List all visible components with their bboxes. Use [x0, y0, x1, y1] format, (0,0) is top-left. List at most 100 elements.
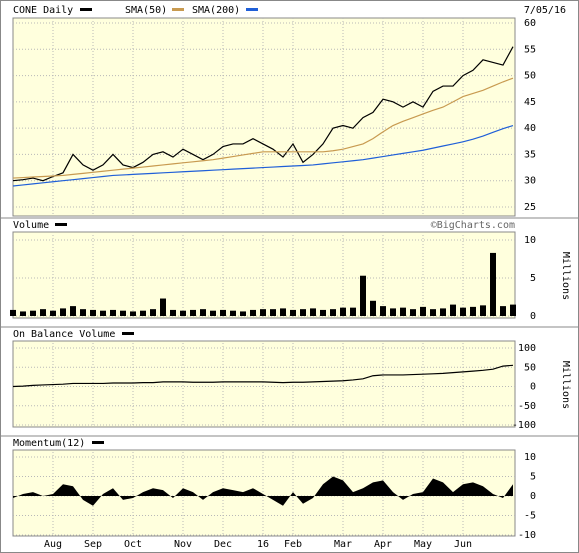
volume-bar	[320, 309, 326, 316]
y-tick-label: 30	[524, 176, 536, 187]
volume-bar	[90, 309, 96, 316]
volume-bar	[300, 309, 306, 316]
y-tick-label: -5	[524, 511, 536, 522]
x-tick-label: Aug	[44, 539, 62, 550]
y-tick-label: 10	[524, 452, 536, 463]
y-tick-label: 50	[524, 71, 536, 82]
legend-swatch	[55, 223, 67, 226]
y-tick-label: 5	[530, 273, 536, 284]
volume-bar	[400, 307, 406, 316]
volume-bar	[280, 308, 286, 316]
y-tick-label: 50	[524, 362, 536, 373]
volume-bar	[260, 309, 266, 316]
volume-bar	[40, 309, 46, 316]
volume-bar	[120, 310, 126, 316]
volume-bar	[200, 309, 206, 316]
volume-bar	[370, 300, 376, 316]
legend-swatch	[122, 332, 134, 335]
volume-panel	[12, 231, 516, 319]
volume-bar	[510, 304, 516, 316]
volume-bar	[290, 309, 296, 316]
y-tick-label: 25	[524, 202, 536, 213]
x-tick-label: 16	[257, 539, 269, 550]
y-tick-label: 60	[524, 18, 536, 29]
series-line	[12, 46, 514, 182]
x-tick-label: Dec	[214, 539, 232, 550]
y-tick-label: 0	[530, 382, 536, 393]
panel-title: On Balance Volume	[13, 329, 115, 340]
x-tick-label: Sep	[84, 539, 102, 550]
legend-swatch	[92, 441, 104, 444]
volume-bar	[460, 307, 466, 316]
volume-bar	[420, 306, 426, 316]
volume-bar	[10, 309, 16, 316]
volume-bar	[20, 311, 26, 316]
volume-bar	[430, 309, 436, 316]
volume-bar	[230, 310, 236, 316]
y-tick-label: 0	[530, 311, 536, 322]
volume-bar	[360, 275, 366, 316]
panel-title: Momentum(12)	[13, 438, 85, 449]
volume-bar	[380, 306, 386, 316]
legend-label: SMA(200)	[192, 5, 240, 16]
y-tick-label: 10	[524, 235, 536, 246]
volume-bar	[500, 306, 506, 316]
y-tick-label: 5	[530, 472, 536, 483]
volume-bar	[160, 298, 166, 316]
price-panel	[12, 17, 516, 217]
volume-bar	[310, 308, 316, 316]
y-tick-label: 45	[524, 97, 536, 108]
volume-bar	[170, 309, 176, 316]
legend-label: CONE Daily	[13, 5, 73, 16]
y-tick-label: 100	[518, 343, 536, 354]
y-tick-label: 0	[530, 491, 536, 502]
volume-bar	[60, 308, 66, 316]
volume-bar	[410, 309, 416, 316]
legend-swatch	[172, 8, 184, 11]
volume-bar	[50, 310, 56, 316]
separators	[0, 217, 579, 437]
legend-swatch	[80, 8, 92, 11]
volume-bar	[150, 309, 156, 316]
volume-bar	[70, 306, 76, 316]
volume-bar	[210, 310, 216, 316]
panel-title: Volume	[13, 220, 49, 231]
volume-bar	[130, 311, 136, 316]
y-tick-label: 35	[524, 149, 536, 160]
plot-backgrounds	[12, 17, 516, 537]
volume-bar	[30, 310, 36, 316]
volume-bar	[190, 309, 196, 316]
y-tick-label: -50	[518, 401, 536, 412]
volume-bar	[470, 306, 476, 316]
volume-bar	[330, 309, 336, 316]
volume-bar	[270, 309, 276, 316]
volume-bar	[220, 309, 226, 316]
volume-bar	[110, 309, 116, 316]
volume-bar	[480, 305, 486, 316]
legend-label: SMA(50)	[125, 5, 167, 16]
legend-swatch	[246, 8, 258, 11]
x-tick-label: Jun	[454, 539, 472, 550]
y-tick-label: 55	[524, 44, 536, 55]
x-tick-label: Nov	[174, 539, 192, 550]
date-label: 7/05/16	[524, 5, 566, 16]
x-tick-label: Oct	[124, 539, 142, 550]
momentum-area	[13, 476, 513, 506]
volume-bar	[340, 307, 346, 316]
volume-bar	[490, 252, 496, 316]
volume-bar	[80, 309, 86, 316]
watermark: ©BigCharts.com	[431, 220, 515, 231]
series-line	[12, 124, 514, 187]
x-tick-label: Apr	[374, 539, 392, 550]
y-tick-label: 40	[524, 123, 536, 134]
y-axis-label: Millions	[560, 252, 571, 300]
volume-bar	[140, 310, 146, 316]
volume-bar	[180, 310, 186, 316]
volume-bar	[240, 311, 246, 316]
volume-bar	[440, 308, 446, 316]
volume-bar	[100, 310, 106, 316]
series-line	[12, 77, 514, 179]
volume-bar	[350, 307, 356, 316]
